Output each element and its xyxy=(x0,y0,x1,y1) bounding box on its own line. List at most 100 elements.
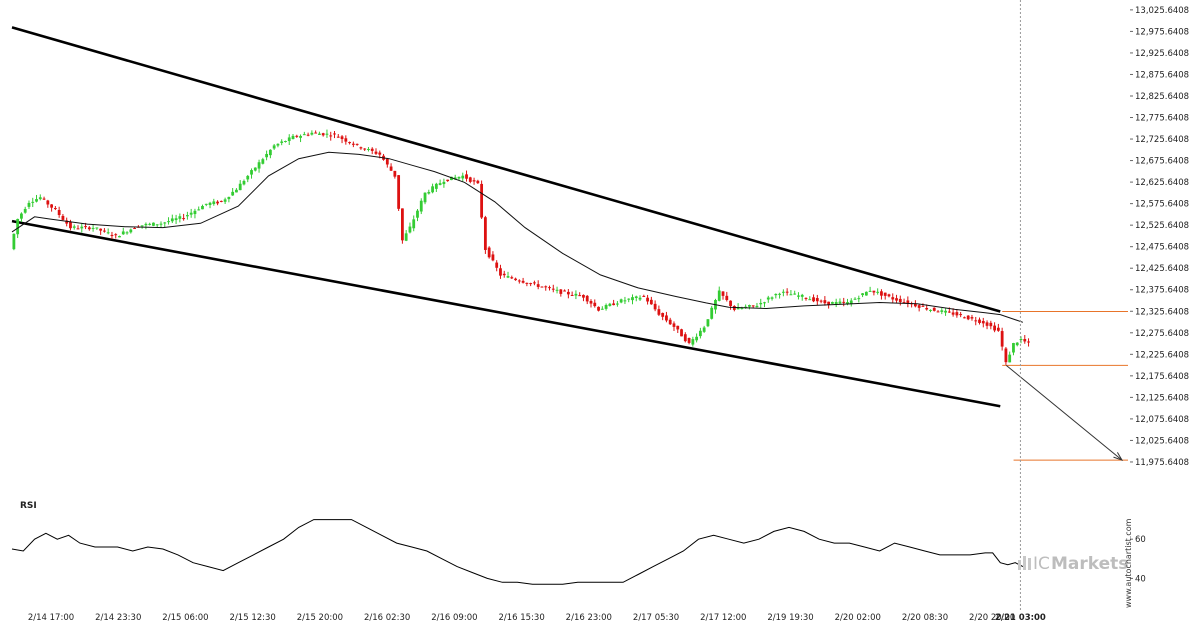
candle-body xyxy=(623,300,627,302)
candle-body xyxy=(517,280,521,282)
candle-body xyxy=(35,199,38,202)
candle-body xyxy=(174,218,178,221)
candle-body xyxy=(423,192,427,203)
candle-body xyxy=(336,136,340,138)
candle-body xyxy=(653,303,657,310)
candle-body xyxy=(585,295,589,302)
rsi-line xyxy=(11,519,1024,585)
candle-body xyxy=(91,227,95,229)
candle-body xyxy=(593,302,597,307)
logo-bar-1 xyxy=(1018,560,1021,570)
candle-body xyxy=(57,210,61,216)
candle-body xyxy=(676,325,680,330)
candle-body xyxy=(917,305,921,308)
y-tick-label: 13,025.6408 xyxy=(1135,6,1189,16)
candle-body xyxy=(1008,354,1012,363)
candle-body xyxy=(140,225,144,227)
x-tick-label: 2/15 12:30 xyxy=(230,613,276,623)
candle-body xyxy=(38,197,42,200)
x-tick-label: 2/15 06:00 xyxy=(162,613,208,623)
candle-body xyxy=(219,200,223,202)
candle-body xyxy=(506,276,510,278)
y-tick-label: 12,575.6408 xyxy=(1135,200,1189,210)
candle-body xyxy=(261,159,265,164)
candle-body xyxy=(649,299,653,305)
candle-body xyxy=(1015,342,1019,346)
candle-body xyxy=(698,330,702,337)
candle-body xyxy=(970,317,974,319)
candle-body xyxy=(400,208,404,241)
candle-body xyxy=(412,219,416,229)
candle-body xyxy=(815,298,819,302)
candle-body xyxy=(65,220,69,224)
axes: 13,025.6408 12,975.6408 12,925.6408 12,875.… xyxy=(28,0,1189,623)
candle-body xyxy=(159,223,163,225)
candle-body xyxy=(570,294,574,296)
candle-body xyxy=(208,202,212,205)
candle-body xyxy=(393,170,397,177)
y-tick-label: 12,425.6408 xyxy=(1135,264,1189,274)
candle-body xyxy=(1004,348,1008,363)
candle-body xyxy=(246,175,250,180)
candle-body xyxy=(121,231,125,235)
candle-body xyxy=(785,291,789,293)
candle-body xyxy=(42,198,46,200)
candle-body xyxy=(272,145,276,149)
candle-body xyxy=(638,297,642,300)
candle-body xyxy=(348,142,351,144)
candle-body xyxy=(627,298,631,300)
candle-body xyxy=(355,143,359,145)
candle-body xyxy=(178,216,182,219)
candle-body xyxy=(864,291,868,296)
candle-body xyxy=(76,228,80,230)
candle-body xyxy=(389,166,393,171)
candle-body xyxy=(434,183,438,189)
candle-body xyxy=(781,291,785,293)
candle-body xyxy=(691,339,695,345)
candle-body xyxy=(672,323,676,327)
candle-body xyxy=(732,306,736,310)
y-tick-label: 12,525.6408 xyxy=(1135,221,1189,231)
candle-body xyxy=(555,289,559,291)
candle-body xyxy=(695,336,699,341)
candle-body xyxy=(966,315,970,320)
candle-body xyxy=(551,288,555,290)
candle-body xyxy=(759,302,763,305)
candle-body xyxy=(72,226,76,228)
candle-body xyxy=(800,294,804,297)
candle-body xyxy=(216,201,219,204)
candle-body xyxy=(351,143,355,145)
candle-body xyxy=(883,292,887,296)
candle-body xyxy=(661,312,665,317)
candle-body xyxy=(84,226,87,228)
candle-body xyxy=(80,226,84,229)
candle-body xyxy=(529,283,533,285)
candle-body xyxy=(544,286,548,288)
candle-body xyxy=(589,301,593,304)
candle-body xyxy=(717,290,721,301)
candle-body xyxy=(152,222,155,226)
icmarkets-logo: IC Markets xyxy=(1018,554,1128,574)
candle-body xyxy=(235,189,238,193)
candle-body xyxy=(665,315,668,321)
candle-body xyxy=(46,200,50,205)
y-tick-label: 12,625.6408 xyxy=(1135,178,1189,188)
y-tick-label: 12,375.6408 xyxy=(1135,286,1189,296)
logo-text-markets: Markets xyxy=(1051,554,1128,574)
y-tick-label: 12,125.6408 xyxy=(1135,393,1189,403)
candle-body xyxy=(201,205,204,210)
candle-body xyxy=(631,297,634,301)
candle-body xyxy=(250,170,253,175)
candle-body xyxy=(265,153,269,158)
candle-body xyxy=(680,329,683,337)
candle-body xyxy=(189,212,193,215)
candle-body xyxy=(95,227,99,229)
candle-body xyxy=(125,232,129,234)
candle-body xyxy=(687,337,691,343)
candle-body xyxy=(1023,338,1027,342)
candle-body xyxy=(223,199,227,202)
autochartist-credit: www.autochartist.com xyxy=(1124,518,1133,608)
candle-body xyxy=(936,311,940,313)
candle-body xyxy=(891,297,895,300)
